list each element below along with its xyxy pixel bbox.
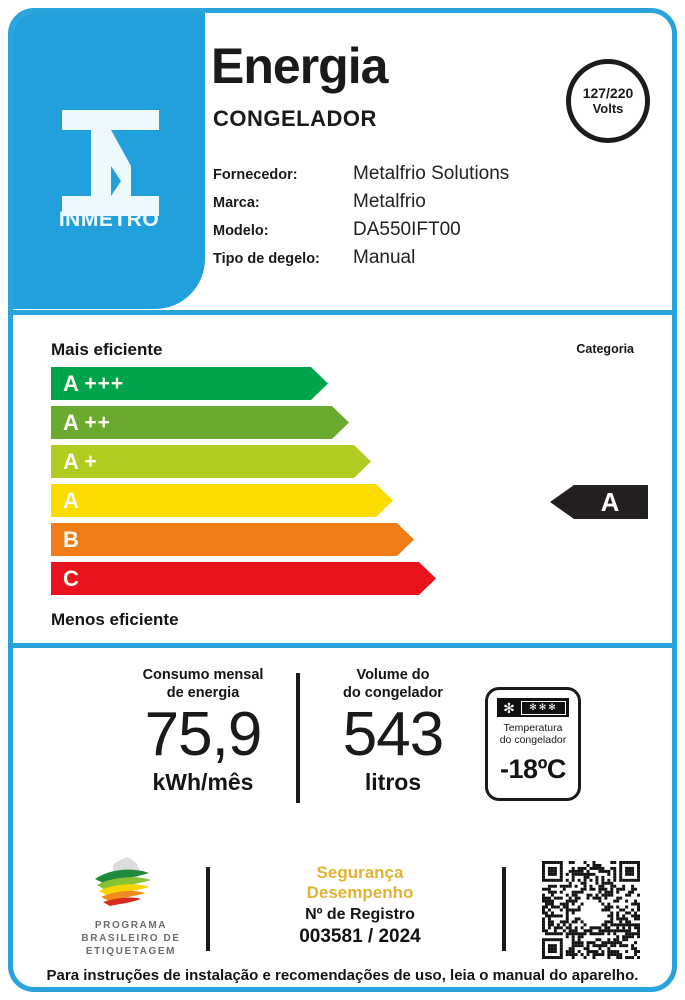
spec-key: Modelo: (213, 223, 269, 239)
spec-row-fornecedor: Fornecedor: Metalfrio Solutions (213, 163, 643, 191)
efficiency-bar-letter: A (63, 409, 80, 435)
qr-code[interactable] (537, 861, 645, 959)
spec-value: Metalfrio Solutions (353, 163, 510, 184)
efficiency-bar-letter: A (63, 370, 80, 396)
registro-label: Nº de Registro (305, 905, 415, 923)
label-header: INMETRO Energia CONGELADOR 127/220 Volts… (13, 13, 672, 309)
metric-caption-line2: do congelador (343, 685, 443, 702)
spec-table: Fornecedor: Metalfrio Solutions Marca: M… (213, 163, 643, 275)
section-divider-top (13, 310, 672, 315)
metric-value: 75,9 (144, 700, 263, 770)
footer-separator-left (206, 867, 210, 951)
efficiency-bar-label: A ++ (63, 406, 111, 439)
metric-energy-consumption: Consumo mensal de energia 75,9 kWh/mês (108, 666, 298, 796)
voltage-value: 127/220 (582, 85, 634, 102)
metric-value: 543 (342, 700, 444, 770)
voltage-unit: Volts (592, 100, 624, 116)
spec-row-marca: Marca: Metalfrio (213, 191, 643, 219)
registration-block: Segurança Desempenho Nº de Registro 0035… (231, 863, 489, 948)
metrics-section: Consumo mensal de energia 75,9 kWh/mês V… (13, 648, 672, 843)
efficiency-bar-letter: B (63, 526, 80, 552)
registro-number: 003581 / 2024 (299, 925, 421, 947)
efficiency-bar-plus: ++ (84, 410, 111, 434)
inmetro-wordmark: INMETRO (58, 208, 160, 231)
freezer-temperature-box: ✻ ✻✻✻ Temperatura do congelador -18ºC (485, 687, 581, 801)
efficiency-bar-shape (51, 562, 436, 595)
efficiency-bar-plus: + (84, 449, 98, 473)
efficiency-bar-shape (51, 367, 328, 400)
appliance-type: CONGELADOR (213, 106, 377, 131)
temperature-caption: Temperatura do congelador (500, 722, 567, 746)
efficiency-bar-plus: +++ (84, 371, 125, 395)
efficiency-bar-shape (51, 484, 393, 517)
temperature-caption-line2: do congelador (499, 734, 567, 747)
section-divider-middle (13, 643, 672, 648)
categoria-label: Categoria (576, 342, 634, 356)
efficiency-bar-shape (51, 406, 349, 439)
efficiency-bar-label: A (63, 484, 79, 517)
spec-value: Manual (353, 247, 416, 268)
metric-caption: Volume do do congelador (310, 666, 476, 702)
instruction-text: Para instruções de instalação e recomend… (46, 967, 639, 984)
desempenho-label: Desempenho (306, 883, 414, 903)
least-efficient-label: Menos eficiente (51, 610, 179, 629)
inmetro-energy-label: INMETRO Energia CONGELADOR 127/220 Volts… (8, 8, 677, 992)
pbe-wordmark: PROGRAMA BRASILEIRO DE ETIQUETAGEM (65, 920, 197, 958)
metric-freezer-volume: Volume do do congelador 543 litros (310, 666, 476, 796)
metric-caption-line2: de energia (166, 685, 240, 702)
efficiency-bar-letter: A (63, 487, 80, 513)
spec-key: Tipo de degelo: (213, 251, 320, 267)
pbe-logo-block: PROGRAMA BRASILEIRO DE ETIQUETAGEM (65, 855, 197, 958)
freezer-star-rating-icon: ✻ ✻✻✻ (497, 698, 569, 717)
metric-caption-line1: Consumo mensal (142, 667, 264, 683)
metric-caption-line1: Volume do (356, 667, 430, 683)
spec-key: Marca: (213, 195, 260, 211)
pbe-swirl-logo (95, 857, 151, 906)
most-efficient-label: Mais eficiente (51, 340, 163, 359)
seguranca-label: Segurança (316, 863, 404, 882)
efficiency-bar-label: C (63, 562, 79, 595)
inmetro-ibeam-logo (62, 110, 159, 216)
spec-key: Fornecedor: (213, 167, 298, 183)
spec-value: DA550IFT00 (353, 219, 461, 240)
efficiency-bar-label: A +++ (63, 367, 124, 400)
efficiency-bar-label: A + (63, 445, 98, 478)
efficiency-bar-letter: A (63, 448, 80, 474)
label-footer: PROGRAMA BRASILEIRO DE ETIQUETAGEM Segur… (13, 845, 672, 987)
voltage-badge: 127/220 Volts (566, 59, 650, 143)
selected-category-letter: A (600, 486, 620, 517)
metric-unit: litros (364, 769, 422, 796)
category-arrow-icon (550, 485, 648, 519)
metrics-separator (296, 673, 300, 803)
efficiency-bar-label: B (63, 523, 79, 556)
efficiency-scale-section: Mais eficiente Menos eficiente Categoria… (13, 315, 672, 643)
metric-unit: kWh/mês (152, 769, 254, 796)
efficiency-bar-letter: C (63, 565, 80, 591)
spec-row-tipo-degelo: Tipo de degelo: Manual (213, 247, 643, 275)
spec-row-modelo: Modelo: DA550IFT00 (213, 219, 643, 247)
snowflake-icon: ✻ (500, 700, 518, 715)
metric-caption: Consumo mensal de energia (108, 666, 298, 702)
pbe-line2: BRASILEIRO DE (81, 932, 181, 944)
pbe-line3: ETIQUETAGEM (85, 945, 177, 957)
spec-value: Metalfrio (353, 191, 426, 212)
page-title: Energia (211, 38, 388, 94)
stars-icon: ✻✻✻ (521, 700, 566, 715)
efficiency-bar-shape (51, 445, 371, 478)
footer-separator-right (502, 867, 506, 951)
temperature-value: -18ºC (500, 754, 566, 785)
efficiency-bar-shape (51, 523, 414, 556)
temperature-caption-line1: Temperatura (503, 722, 563, 734)
pbe-line1: PROGRAMA (94, 920, 168, 931)
